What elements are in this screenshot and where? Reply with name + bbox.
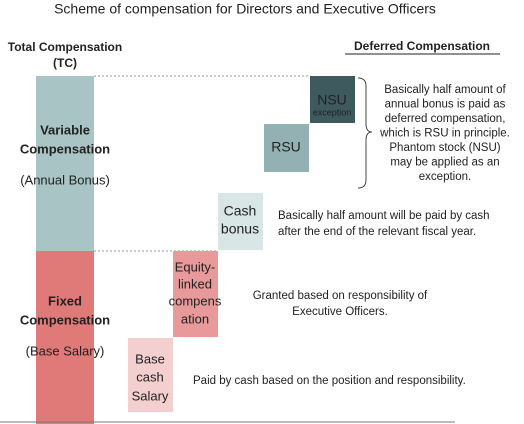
- title: Scheme of compensation for Directors and…: [54, 1, 436, 17]
- variable-note: (Annual Bonus): [20, 172, 110, 187]
- variable-label: Variable: [40, 122, 90, 137]
- deferred-label: Deferred Compensation: [354, 39, 490, 53]
- fixed-note: (Base Salary): [26, 343, 105, 358]
- tc-label: Total Compensation: [8, 40, 122, 54]
- description: Executive Officers.: [292, 306, 388, 318]
- tc-label: (TC): [53, 56, 77, 70]
- box-label: compens: [169, 293, 222, 308]
- box-label: Salary: [132, 388, 169, 403]
- description: Basically half amount of: [384, 84, 506, 96]
- base-salary-box: [128, 338, 173, 412]
- description: exception.: [419, 171, 471, 183]
- description: which is RSU in principle.: [379, 128, 510, 140]
- description: Phantom stock (NSU): [389, 142, 500, 154]
- description: Paid by cash based on the position and r…: [193, 375, 466, 387]
- box-label: ation: [181, 311, 209, 326]
- rsu-box: [264, 124, 309, 172]
- box-label: linked: [178, 276, 212, 291]
- box-label: Cash: [224, 203, 257, 219]
- description: annual bonus is paid as: [385, 99, 506, 111]
- variable-label: Compensation: [20, 141, 110, 156]
- description: after the end of the relevant fiscal yea…: [278, 226, 476, 238]
- box-label: bonus: [221, 221, 259, 237]
- description: may be applied as an: [390, 157, 499, 169]
- variable-bar: [36, 76, 94, 251]
- brace: [357, 77, 373, 189]
- fixed-label: Fixed: [48, 293, 82, 308]
- fixed-bar: [36, 251, 94, 424]
- box-label: Equity-: [175, 259, 215, 274]
- box-label: RSU: [271, 139, 301, 155]
- cash-bonus-box: [218, 193, 263, 250]
- box-label: exception: [313, 107, 352, 117]
- box-label: cash: [136, 369, 163, 384]
- description: deferred compensation,: [385, 113, 506, 125]
- nsu-box: [310, 76, 355, 123]
- box-label: Base: [135, 351, 165, 366]
- description: Granted based on responsibility of: [253, 290, 428, 302]
- equity-box: [173, 251, 218, 337]
- fixed-label: Compensation: [20, 312, 110, 327]
- description: Basically half amount will be paid by ca…: [278, 210, 490, 222]
- box-label: NSU: [317, 92, 347, 108]
